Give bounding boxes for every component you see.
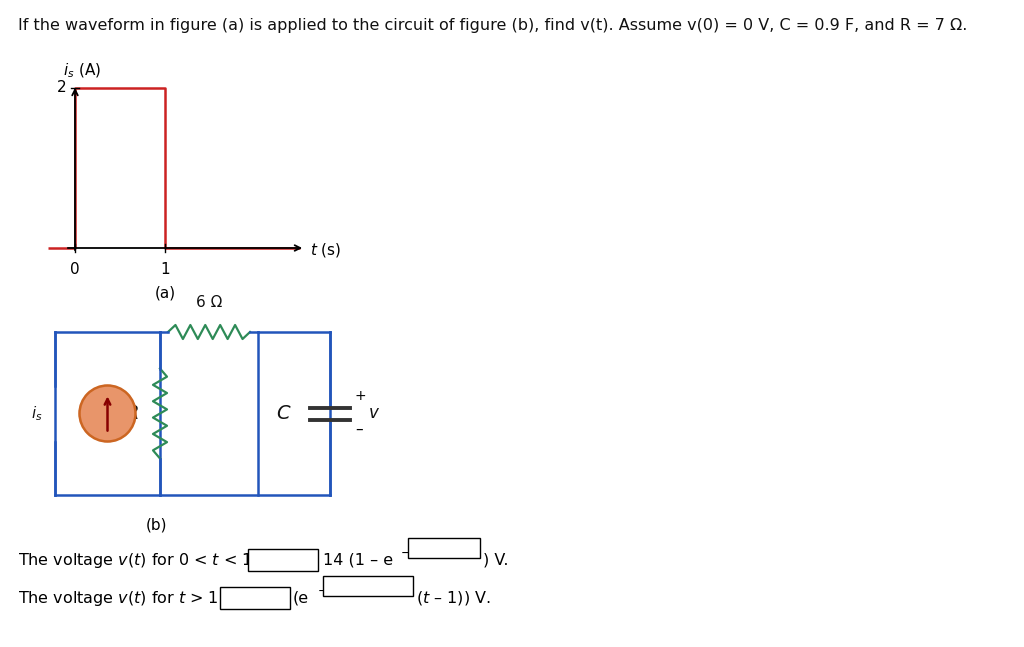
FancyBboxPatch shape xyxy=(323,576,413,596)
Text: −: − xyxy=(318,584,329,597)
Text: +: + xyxy=(355,389,367,404)
Text: $t$ (s): $t$ (s) xyxy=(310,241,341,259)
Text: ($t$ – 1)) V.: ($t$ – 1)) V. xyxy=(416,589,490,607)
Text: –: – xyxy=(355,421,362,437)
Text: 1: 1 xyxy=(160,262,170,277)
Text: ) V.: ) V. xyxy=(483,553,509,567)
FancyBboxPatch shape xyxy=(220,587,290,609)
FancyBboxPatch shape xyxy=(408,538,480,558)
Text: $R$: $R$ xyxy=(125,404,139,423)
Text: $C$: $C$ xyxy=(276,404,292,423)
Text: 6 Ω: 6 Ω xyxy=(196,295,222,310)
Text: 0: 0 xyxy=(71,262,80,277)
Circle shape xyxy=(80,386,135,441)
Text: (e: (e xyxy=(293,591,309,606)
Text: (a): (a) xyxy=(155,286,175,301)
Text: The voltage $v(t)$ for 0 < $t$ < 1 is: The voltage $v(t)$ for 0 < $t$ < 1 is xyxy=(18,551,271,569)
Text: The voltage $v(t)$ for $t$ > 1 is: The voltage $v(t)$ for $t$ > 1 is xyxy=(18,589,238,608)
Text: $v$: $v$ xyxy=(368,404,380,422)
Text: If the waveform in figure (a) is applied to the circuit of figure (b), find v(t): If the waveform in figure (a) is applied… xyxy=(18,18,968,33)
Text: 0.085 t: 0.085 t xyxy=(411,542,456,554)
Text: (b): (b) xyxy=(145,517,167,532)
Text: −: − xyxy=(401,547,412,560)
FancyBboxPatch shape xyxy=(248,549,318,571)
Text: 2: 2 xyxy=(57,80,67,96)
Text: 14 (1 – e: 14 (1 – e xyxy=(323,553,393,567)
Text: $i_s$ (A): $i_s$ (A) xyxy=(63,61,101,80)
Text: $i_s$: $i_s$ xyxy=(32,404,43,423)
